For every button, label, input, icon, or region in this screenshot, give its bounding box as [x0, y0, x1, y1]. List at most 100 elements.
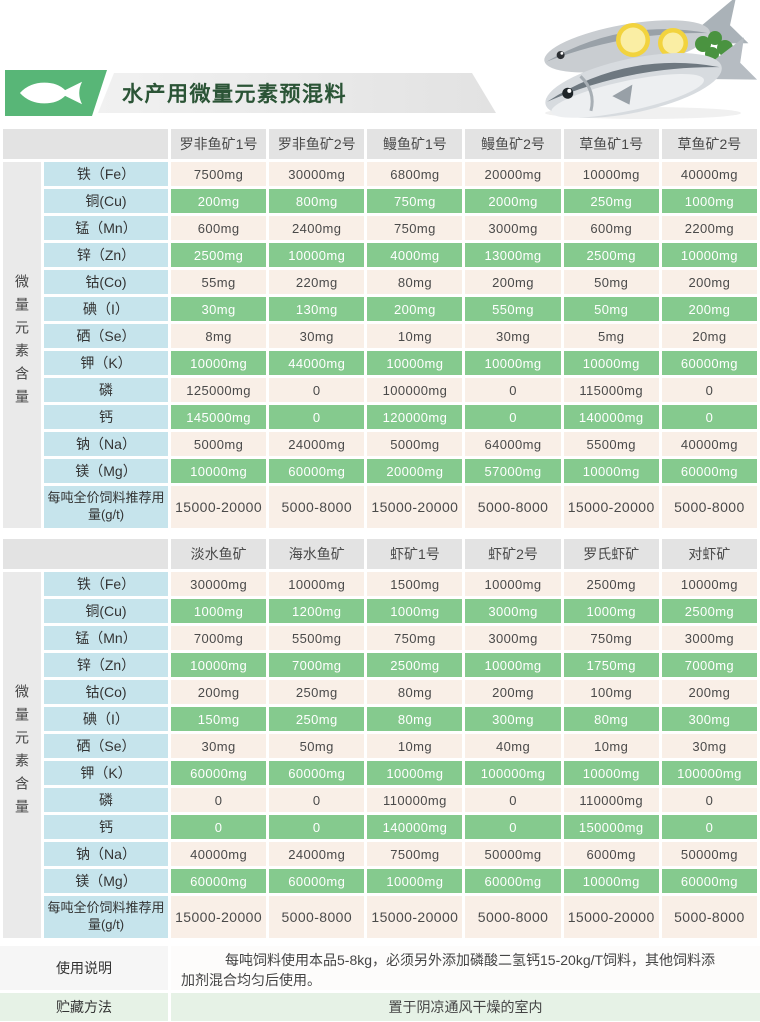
column-header: 草鱼矿1号 — [563, 129, 659, 159]
value-cell: 250mg — [563, 189, 659, 213]
section-label: 微量元素含量 — [3, 162, 41, 528]
storage-label: 贮藏方法 — [0, 993, 168, 1021]
value-cell: 7500mg — [367, 842, 463, 866]
value-cell: 15000-20000 — [563, 486, 659, 528]
value-cell: 0 — [171, 788, 267, 812]
value-cell: 80mg — [367, 680, 463, 704]
value-cell: 7000mg — [269, 653, 365, 677]
row-label: 磷 — [44, 378, 168, 402]
section-label: 微量元素含量 — [3, 572, 41, 938]
value-cell: 600mg — [563, 216, 659, 240]
value-cell: 80mg — [367, 270, 463, 294]
value-cell: 0 — [269, 815, 365, 839]
value-cell: 110000mg — [367, 788, 463, 812]
row-label: 镁（Mg） — [44, 459, 168, 483]
value-cell: 64000mg — [465, 432, 561, 456]
value-cell: 24000mg — [269, 842, 365, 866]
row-label: 铜(Cu) — [44, 189, 168, 213]
column-header: 鳗鱼矿1号 — [367, 129, 463, 159]
value-cell: 750mg — [367, 626, 463, 650]
row-label: 碘（I） — [44, 297, 168, 321]
value-cell: 30mg — [171, 297, 267, 321]
value-cell: 115000mg — [563, 378, 659, 402]
value-cell: 15000-20000 — [171, 486, 267, 528]
row-label: 碘（I） — [44, 707, 168, 731]
row-label: 每吨全价饲料推荐用量(g/t) — [44, 486, 168, 528]
row-label: 钠（Na） — [44, 432, 168, 456]
value-cell: 5000-8000 — [269, 896, 365, 938]
value-cell: 0 — [661, 405, 757, 429]
column-header: 淡水鱼矿 — [171, 539, 267, 569]
row-label: 钴(Co) — [44, 270, 168, 294]
row-label: 磷 — [44, 788, 168, 812]
value-cell: 800mg — [269, 189, 365, 213]
value-cell: 10000mg — [563, 351, 659, 375]
value-cell: 2400mg — [269, 216, 365, 240]
value-cell: 10000mg — [661, 572, 757, 596]
value-cell: 10000mg — [563, 869, 659, 893]
value-cell: 0 — [171, 815, 267, 839]
row-label: 钠（Na） — [44, 842, 168, 866]
value-cell: 10000mg — [465, 653, 561, 677]
row-label: 钾（K） — [44, 351, 168, 375]
value-cell: 5000-8000 — [465, 896, 561, 938]
corner-cell — [3, 539, 168, 569]
fish-photo-illustration — [544, 0, 758, 119]
value-cell: 50000mg — [465, 842, 561, 866]
value-cell: 60000mg — [661, 459, 757, 483]
mineral-table-2: 淡水鱼矿 海水鱼矿 虾矿1号 虾矿2号 罗氏虾矿 对虾矿 微量元素含量 铁（Fe） 30000m… — [0, 536, 760, 941]
value-cell: 50mg — [563, 270, 659, 294]
value-cell: 80mg — [563, 707, 659, 731]
value-cell: 0 — [465, 788, 561, 812]
value-cell: 10000mg — [563, 459, 659, 483]
value-cell: 30000mg — [269, 162, 365, 186]
value-cell: 1000mg — [171, 599, 267, 623]
row-label: 镁（Mg） — [44, 869, 168, 893]
value-cell: 6800mg — [367, 162, 463, 186]
value-cell: 300mg — [465, 707, 561, 731]
value-cell: 15000-20000 — [171, 896, 267, 938]
value-cell: 10mg — [563, 734, 659, 758]
value-cell: 2500mg — [171, 243, 267, 267]
value-cell: 10000mg — [563, 761, 659, 785]
fish-icon — [18, 77, 84, 109]
row-label: 每吨全价饲料推荐用量(g/t) — [44, 896, 168, 938]
value-cell: 20mg — [661, 324, 757, 348]
footer: 使用说明 每吨饲料使用本品5-8kg，必须另外添加磷酸二氢钙15-20kg/T饲… — [0, 946, 760, 1022]
value-cell: 100mg — [563, 680, 659, 704]
value-cell: 3000mg — [661, 626, 757, 650]
value-cell: 60000mg — [269, 459, 365, 483]
row-label: 钙 — [44, 405, 168, 429]
row-label: 锌（Zn） — [44, 653, 168, 677]
value-cell: 0 — [465, 378, 561, 402]
value-cell: 140000mg — [367, 815, 463, 839]
value-cell: 15000-20000 — [563, 896, 659, 938]
section-label-text: 微量元素含量 — [14, 273, 30, 412]
page-title: 水产用微量元素预混料 — [122, 83, 347, 106]
value-cell: 10000mg — [367, 351, 463, 375]
value-cell: 750mg — [563, 626, 659, 650]
column-header: 对虾矿 — [661, 539, 757, 569]
value-cell: 6000mg — [563, 842, 659, 866]
value-cell: 30mg — [269, 324, 365, 348]
value-cell: 40000mg — [661, 162, 757, 186]
value-cell: 80mg — [367, 707, 463, 731]
section-label-text: 微量元素含量 — [14, 683, 30, 822]
value-cell: 1500mg — [367, 572, 463, 596]
value-cell: 30mg — [465, 324, 561, 348]
value-cell: 0 — [465, 405, 561, 429]
value-cell: 10000mg — [563, 162, 659, 186]
value-cell: 1000mg — [563, 599, 659, 623]
value-cell: 3000mg — [465, 599, 561, 623]
value-cell: 1200mg — [269, 599, 365, 623]
value-cell: 57000mg — [465, 459, 561, 483]
value-cell: 0 — [465, 815, 561, 839]
value-cell: 300mg — [661, 707, 757, 731]
value-cell: 55mg — [171, 270, 267, 294]
value-cell: 200mg — [661, 680, 757, 704]
value-cell: 40000mg — [661, 432, 757, 456]
value-cell: 60000mg — [661, 351, 757, 375]
value-cell: 1000mg — [367, 599, 463, 623]
value-cell: 60000mg — [661, 869, 757, 893]
